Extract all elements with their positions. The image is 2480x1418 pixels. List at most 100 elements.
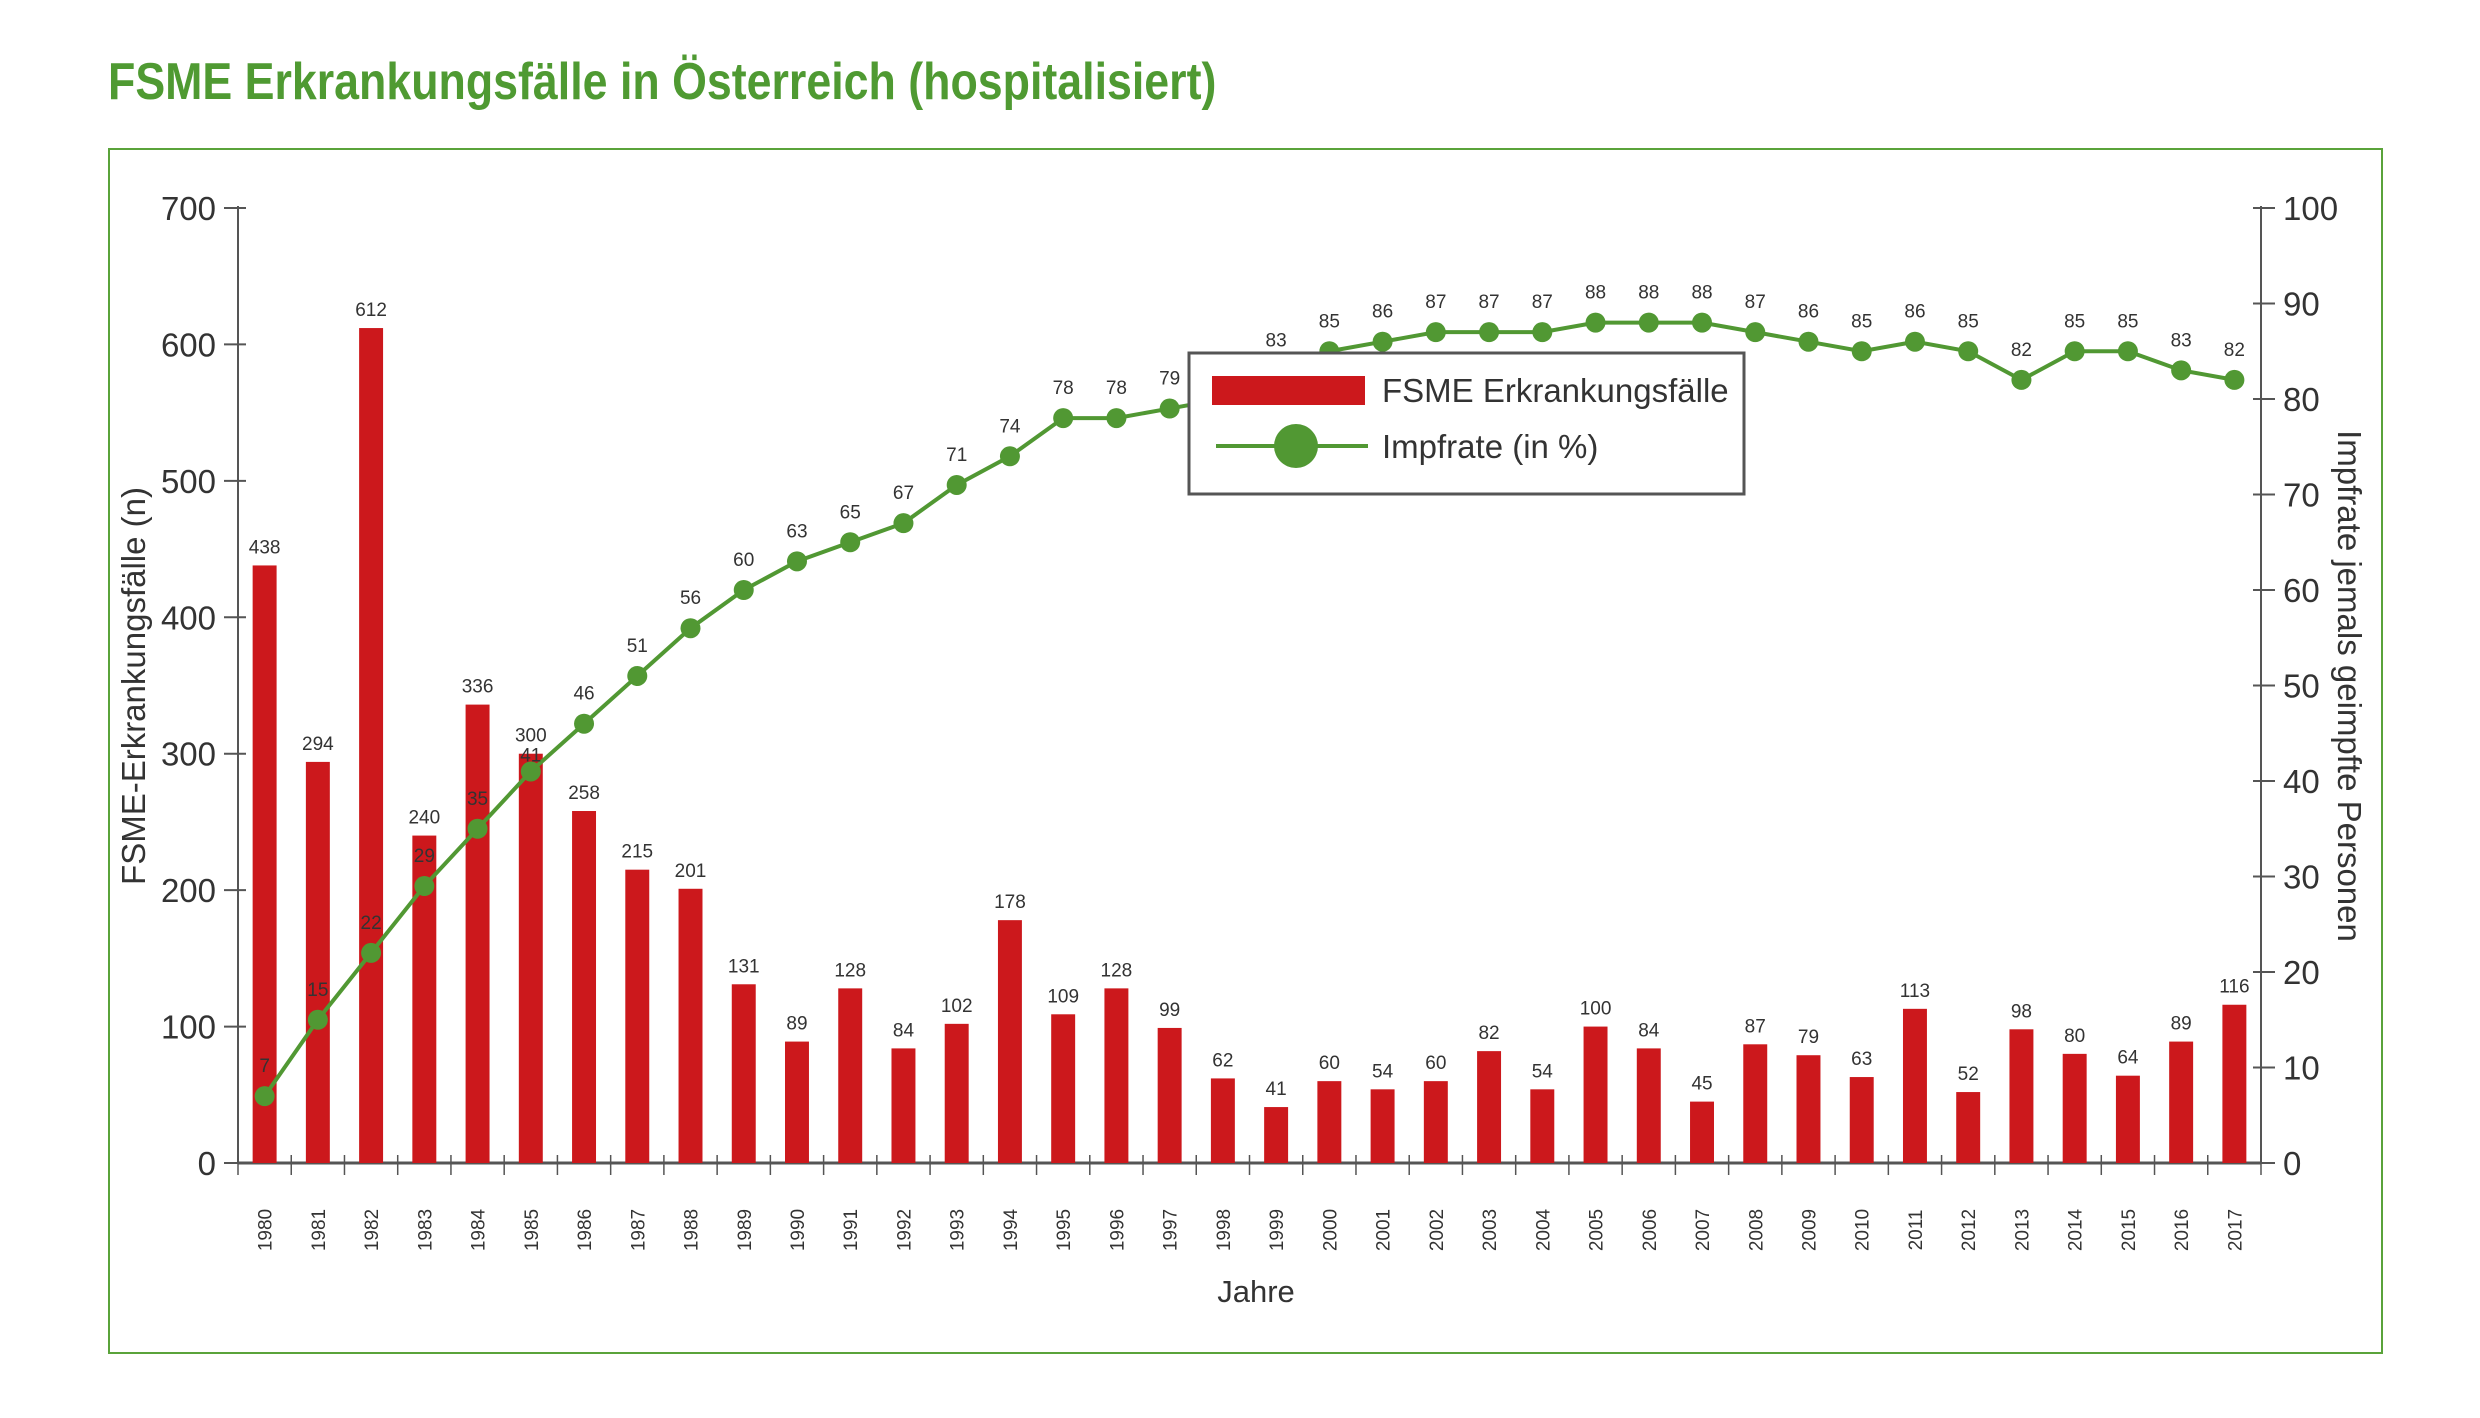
rate-value-label: 86	[1372, 302, 1393, 323]
x-tick-label: 2009	[1799, 1209, 1820, 1251]
bar-value-label: 109	[1047, 986, 1079, 1007]
data-labels: 438 294 612 240 336 300 258 215 201 131 89 128 84 102…	[249, 283, 2250, 1100]
rate-value-label: 87	[1425, 292, 1446, 313]
x-tick-label: 2014	[2066, 1208, 2087, 1251]
x-tick-label: 2002	[1427, 1209, 1448, 1251]
bar-value-label: 438	[249, 537, 281, 558]
rate-value-label: 85	[1319, 311, 1340, 332]
bar-value-label: 131	[728, 956, 760, 977]
x-tick-label: 1989	[735, 1209, 756, 1251]
bar	[1690, 1101, 1714, 1163]
bar-value-label: 215	[621, 842, 653, 863]
x-tick-label: 2006	[1640, 1209, 1661, 1251]
x-tick-label: 2005	[1587, 1209, 1608, 1251]
rate-value-label: 46	[573, 684, 594, 705]
bar	[2115, 1075, 2140, 1163]
bar-value-label: 178	[994, 892, 1026, 913]
bar-value-label: 80	[2064, 1026, 2085, 1047]
y2-tick-label: 0	[2283, 1145, 2301, 1182]
bar	[1956, 1092, 1981, 1163]
x-tick-label: 1996	[1107, 1209, 1128, 1251]
x-tick-label: 1981	[309, 1209, 330, 1251]
rate-value-label: 71	[946, 445, 967, 466]
rate-point	[1159, 398, 1180, 419]
rate-value-label: 35	[467, 789, 488, 810]
x-tick-label: 2003	[1480, 1209, 1501, 1251]
bar	[891, 1048, 916, 1163]
bar	[944, 1023, 969, 1163]
x-tick-label: 2012	[1959, 1209, 1980, 1251]
rate-value-label: 88	[1585, 283, 1606, 304]
bar	[1210, 1078, 1235, 1163]
rate-value-label: 60	[733, 550, 754, 571]
bar	[1796, 1055, 1821, 1163]
rate-point	[840, 532, 861, 553]
y2-tick-label: 30	[2283, 859, 2320, 896]
y2-tick-label: 100	[2283, 190, 2338, 227]
y2-tick-label: 50	[2283, 668, 2320, 705]
rate-point	[1851, 341, 1872, 362]
bar-value-label: 294	[302, 734, 334, 755]
rate-point	[2011, 369, 2032, 390]
rate-point	[574, 713, 595, 734]
x-tick-label: 1982	[362, 1209, 383, 1251]
x-tick-label: 2015	[2119, 1209, 2140, 1251]
bar-value-label: 64	[2117, 1048, 2139, 1069]
x-tick-label: 1995	[1054, 1209, 1075, 1251]
rate-point	[1798, 331, 1819, 352]
bar	[1743, 1044, 1768, 1163]
rate-value-label: 83	[1266, 330, 1287, 351]
x-tick-label: 1994	[1001, 1208, 1022, 1251]
bar-value-label: 258	[568, 783, 600, 804]
rate-value-label: 82	[2224, 340, 2245, 361]
bar	[2062, 1053, 2087, 1163]
rate-value-label: 88	[1691, 283, 1712, 304]
rate-value-label: 41	[520, 745, 541, 766]
bar	[1317, 1081, 1342, 1163]
bar-value-label: 62	[1212, 1050, 1233, 1071]
rate-value-label: 85	[2117, 311, 2138, 332]
rate-point	[1479, 322, 1500, 343]
x-tick-label: 1992	[894, 1209, 915, 1251]
bar	[625, 869, 650, 1163]
rate-point	[361, 942, 382, 963]
bar	[518, 753, 543, 1163]
bar-value-label: 60	[1425, 1053, 1446, 1074]
bar-value-label: 82	[1478, 1023, 1499, 1044]
bar-value-label: 79	[1798, 1027, 1819, 1048]
x-tick-label: 2000	[1320, 1209, 1341, 1251]
bar	[1370, 1089, 1395, 1163]
bar-value-label: 54	[1532, 1061, 1554, 1082]
rate-point	[1532, 322, 1553, 343]
x-axis-label: Jahre	[1217, 1274, 1295, 1309]
rate-point	[1904, 331, 1925, 352]
rate-point	[1372, 331, 1393, 352]
x-tick-label: 1999	[1267, 1209, 1288, 1251]
rate-point	[414, 876, 435, 897]
rate-point	[733, 580, 754, 600]
bar-value-label: 89	[2171, 1014, 2192, 1035]
x-tick-label: 1991	[841, 1209, 862, 1251]
rate-point	[307, 1009, 328, 1030]
rate-value-label: 74	[999, 416, 1021, 437]
y-tick-label: 400	[161, 599, 216, 636]
bar-value-label: 41	[1266, 1079, 1287, 1100]
bar	[1423, 1081, 1448, 1163]
y2-tick-label: 20	[2283, 954, 2320, 991]
x-tick-label: 1990	[788, 1209, 809, 1251]
rate-value-label: 56	[680, 588, 701, 609]
x-tick-label: 2017	[2225, 1209, 2246, 1251]
bar	[1051, 1014, 1076, 1163]
rate-point	[2224, 369, 2245, 390]
rate-point	[680, 618, 701, 639]
bar-value-label: 300	[515, 726, 547, 747]
bar	[572, 811, 597, 1163]
rate-value-label: 86	[1904, 302, 1925, 323]
rate-value-label: 7	[259, 1056, 270, 1077]
y2-tick-label: 60	[2283, 572, 2320, 609]
y2-tick-label: 80	[2283, 381, 2320, 418]
rate-point	[999, 446, 1020, 467]
bar	[305, 761, 330, 1163]
rate-value-label: 29	[414, 846, 435, 867]
